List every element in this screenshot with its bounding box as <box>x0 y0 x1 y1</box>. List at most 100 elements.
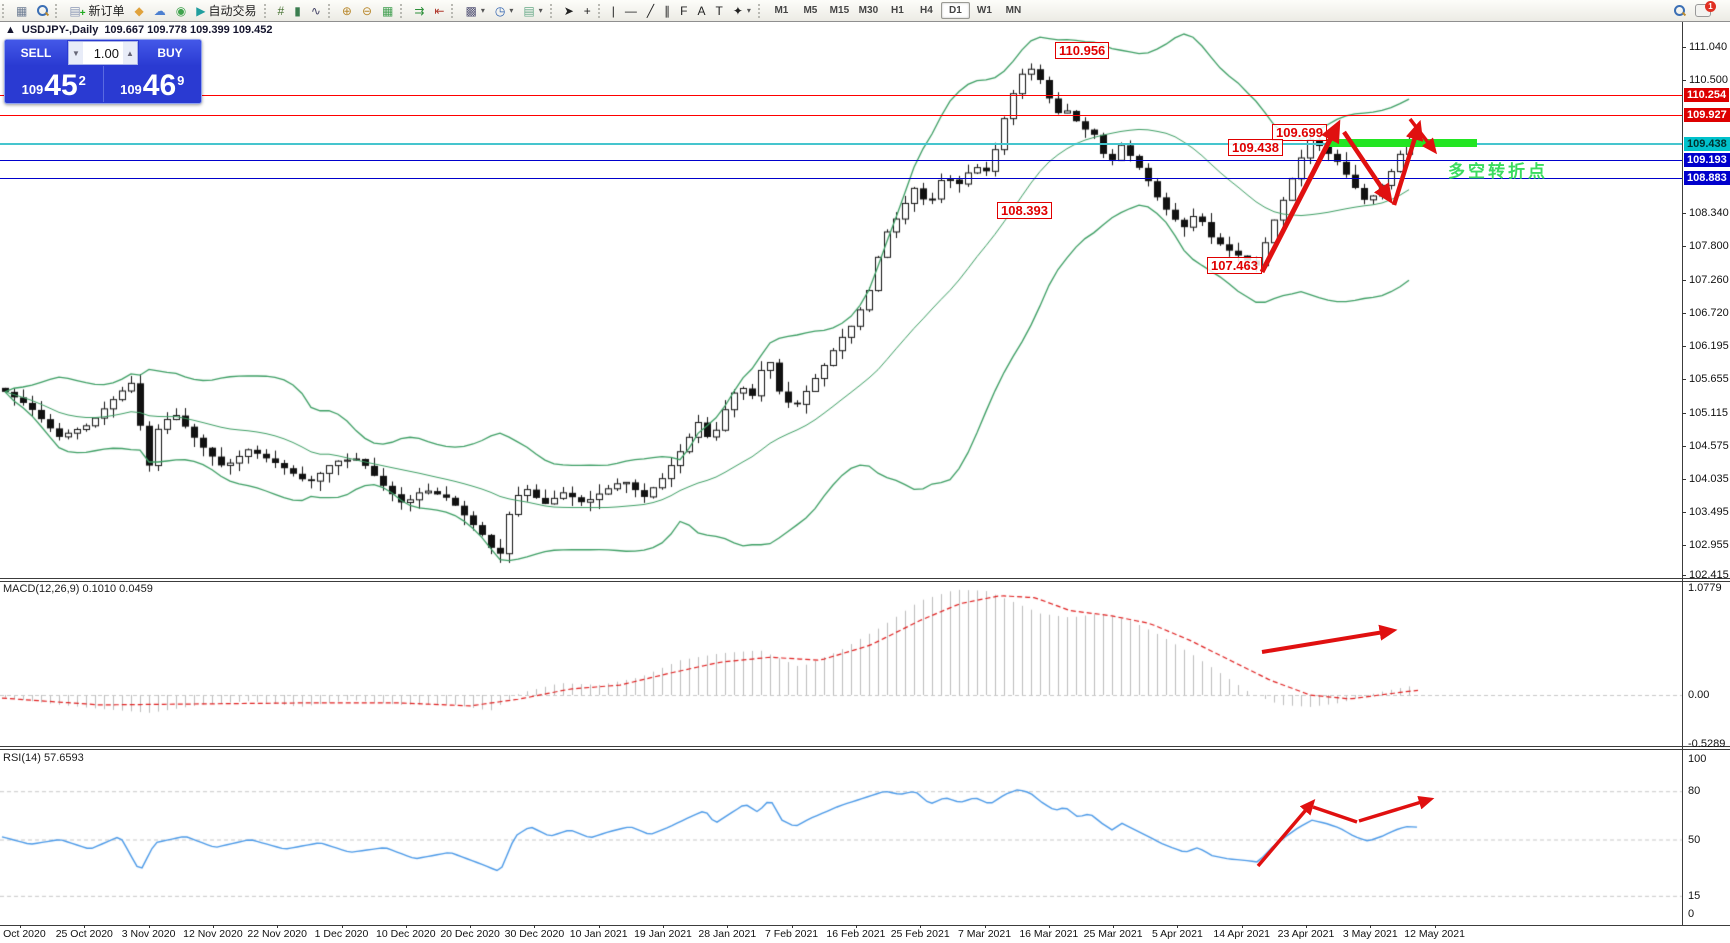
macd-arrow[interactable] <box>1261 624 1398 654</box>
signals-icon[interactable]: ◉ <box>171 0 191 21</box>
zoom-in-icon[interactable]: ⊕ <box>337 0 357 21</box>
axis-tick-mark <box>1682 280 1686 281</box>
horizontal-line-tool-icon[interactable]: — <box>620 0 642 21</box>
cursor-tool-icon[interactable]: ➤ <box>559 0 579 21</box>
rsi-arrow-up-2[interactable] <box>1358 795 1435 823</box>
buy-price-big: 46 <box>142 69 177 102</box>
timeframe-w1[interactable]: W1 <box>976 5 992 16</box>
sell-price[interactable]: 109 45 2 <box>5 66 104 102</box>
period-dropdown[interactable]: ◷ ▾ <box>490 0 519 21</box>
trendline-tool-icon-glyph: ╱ <box>646 3 655 18</box>
trend-arrow-flick[interactable] <box>1408 117 1438 155</box>
axis-tick-mark <box>1682 213 1686 214</box>
text-tool-icon[interactable]: A <box>692 0 710 21</box>
buy-price[interactable]: 109 46 9 <box>104 66 202 102</box>
volume-increase-button[interactable]: ▲ <box>123 42 137 64</box>
price-annotation-box[interactable]: 108.393 <box>997 202 1052 219</box>
price-annotation-box[interactable]: 110.956 <box>1055 42 1110 59</box>
timeframe-m15[interactable]: M15 <box>829 5 850 16</box>
chat-bubble-icon: 1 <box>1695 1 1716 17</box>
new-chart-dropdown[interactable]: ▩ ▾ <box>460 0 489 21</box>
template-dropdown[interactable]: ▤ ▾ <box>518 0 547 21</box>
line-chart-mode-icon[interactable]: ∿ <box>306 0 326 21</box>
zoom-out-icon-glyph: ⊖ <box>361 3 372 18</box>
indicator-axis-tick: -0.5289 <box>1688 738 1726 750</box>
bar-chart-mode-icon[interactable]: # <box>273 0 290 21</box>
trend-arrow-up-1[interactable] <box>1259 119 1341 274</box>
resistance-line-109927[interactable] <box>0 115 1682 116</box>
buy-button[interactable]: BUY <box>139 40 201 66</box>
channel-tool-icon[interactable]: ∥ <box>659 0 675 21</box>
indicator-axis-tick: 100 <box>1688 753 1707 765</box>
new-order-button-glyph: ▤ <box>69 3 81 18</box>
pivot-line-109438[interactable] <box>0 143 1682 145</box>
volume-decrease-button[interactable]: ▼ <box>69 42 83 64</box>
arrows-tool-icon-glyph: ✦ <box>732 3 743 18</box>
crosshair-tool-icon-glyph: + <box>583 3 591 18</box>
pane-separator <box>0 746 1730 747</box>
price-axis-tick: 107.260 <box>1689 274 1729 286</box>
timeframe-mn[interactable]: MN <box>1005 5 1022 16</box>
price-axis-border <box>1682 22 1683 925</box>
date-axis-label: 28 Jan 2021 <box>698 928 757 940</box>
trendline-tool-icon[interactable]: ╱ <box>642 0 659 21</box>
date-axis-label: 10 Jan 2021 <box>569 928 628 940</box>
price-annotation-box[interactable]: 107.463 <box>1207 257 1262 274</box>
sell-price-prefix: 109 <box>21 82 44 97</box>
turning-point-annotation[interactable]: 多空转折点 <box>1448 162 1548 181</box>
chart-window-icon[interactable]: ▦ <box>11 0 32 21</box>
volume-input[interactable]: 1.00 <box>93 45 119 61</box>
bar-chart-mode-icon-glyph: # <box>277 3 285 18</box>
auto-scroll-icon[interactable]: ⇉ <box>409 0 429 21</box>
timeframe-m30[interactable]: M30 <box>858 5 879 16</box>
axis-tick-mark <box>1682 575 1686 576</box>
timeframe-m1[interactable]: M1 <box>774 5 789 16</box>
timeframe-m5[interactable]: M5 <box>803 5 818 16</box>
chart-shift-icon[interactable]: ⇤ <box>429 0 449 21</box>
new-order-button[interactable]: ▤ + 新订单 <box>64 0 129 21</box>
candlestick-mode-icon[interactable]: ▮ <box>289 0 306 21</box>
vertical-line-tool-icon-glyph: | <box>611 3 615 18</box>
axis-tick-mark <box>1682 413 1686 414</box>
search-icon[interactable] <box>1669 0 1690 21</box>
timeframe-d1[interactable]: D1 <box>940 2 970 19</box>
resistance-line-110254[interactable] <box>0 95 1682 96</box>
vertical-line-tool-icon[interactable]: | <box>607 0 620 21</box>
date-axis-label: 22 Nov 2020 <box>247 928 307 940</box>
arrows-tool-icon[interactable]: ✦ ▾ <box>728 0 756 21</box>
rsi-pullback-line[interactable] <box>1312 805 1358 824</box>
date-axis-label: 3 May 2021 <box>1342 928 1398 940</box>
collapse-triangle-icon[interactable]: ▲ <box>5 24 16 36</box>
axis-tick-mark <box>1682 545 1686 546</box>
sell-button[interactable]: SELL <box>5 40 67 66</box>
support-line-108883[interactable] <box>0 178 1682 179</box>
autotrading-button[interactable]: ▶ 自动交易 <box>191 0 261 21</box>
text-label-tool-icon[interactable]: T <box>710 0 727 21</box>
zoom-out-icon[interactable]: ⊖ <box>357 0 377 21</box>
timeframe-h1[interactable]: H1 <box>891 5 904 16</box>
price-annotation-box[interactable]: 109.699 <box>1272 124 1327 141</box>
tile-windows-icon[interactable]: ▦ <box>377 0 398 21</box>
crosshair-tool-icon[interactable]: + <box>579 0 596 21</box>
signals-icon-glyph: ◉ <box>175 3 187 18</box>
line-chart-mode-icon-glyph: ∿ <box>310 3 321 18</box>
fibonacci-tool-icon[interactable]: F <box>675 0 692 21</box>
date-axis-tick <box>1306 925 1307 928</box>
date-axis-tick <box>148 925 150 928</box>
market-icon[interactable]: ◆ <box>130 0 149 21</box>
notifications-icon[interactable]: 1 <box>1690 0 1716 21</box>
trend-arrow-up-2[interactable] <box>1391 119 1424 206</box>
data-preview-icon[interactable] <box>32 0 53 21</box>
trend-arrow-down-1[interactable] <box>1342 130 1393 205</box>
rsi-arrow-up-1[interactable] <box>1256 798 1316 868</box>
mql5-community-icon[interactable]: ☁ <box>149 0 171 21</box>
price-annotation-box[interactable]: 109.438 <box>1228 139 1283 156</box>
chart-window-icon-glyph: ▦ <box>16 3 28 18</box>
timeframe-h4[interactable]: H4 <box>920 5 933 16</box>
key-level-highlight-bar[interactable] <box>1327 139 1477 147</box>
chart-title: ▲ USDJPY-,Daily 109.667 109.778 109.399 10… <box>5 24 273 36</box>
support-line-109193[interactable] <box>0 160 1682 161</box>
channel-tool-icon-glyph: ∥ <box>664 3 671 18</box>
